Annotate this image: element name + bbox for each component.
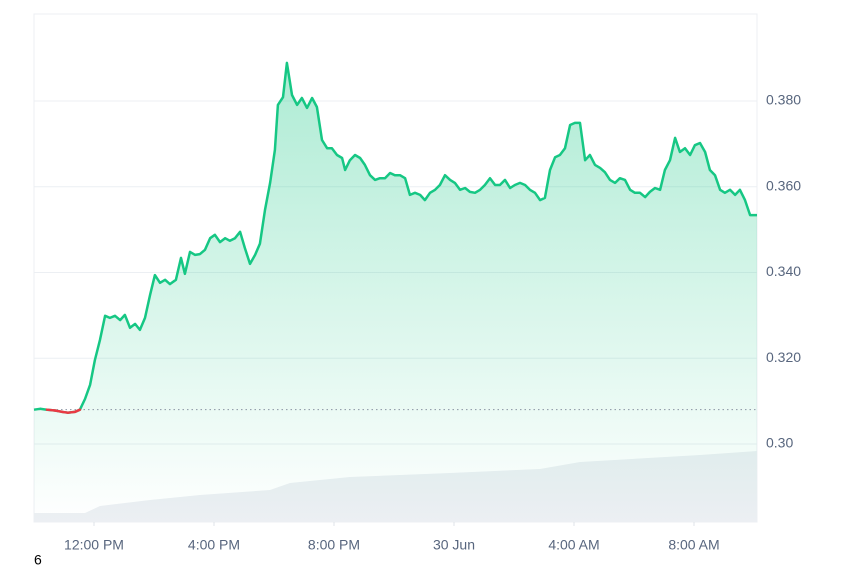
x-tick-label: 4:00 AM — [548, 537, 599, 553]
x-tick-label: 8:00 AM — [668, 537, 719, 553]
y-tick-label: 0.380 — [766, 92, 801, 108]
price-down-segment — [73, 408, 82, 414]
y-tick-label: 0.360 — [766, 177, 801, 193]
price-line — [33, 61, 757, 414]
price-down-segment — [45, 408, 57, 412]
x-tick-label: 30 Jun — [433, 537, 475, 553]
corner-label: 6 — [34, 552, 42, 567]
y-tick-label: 0.320 — [766, 349, 801, 365]
price-area — [34, 62, 757, 523]
y-tick-label: 0.30 — [766, 435, 793, 451]
x-tick-label: 12:00 PM — [64, 537, 124, 553]
y-tick-label: 0.340 — [766, 263, 801, 279]
x-tick-label: 4:00 PM — [188, 537, 240, 553]
x-tick-label: 8:00 PM — [308, 537, 360, 553]
